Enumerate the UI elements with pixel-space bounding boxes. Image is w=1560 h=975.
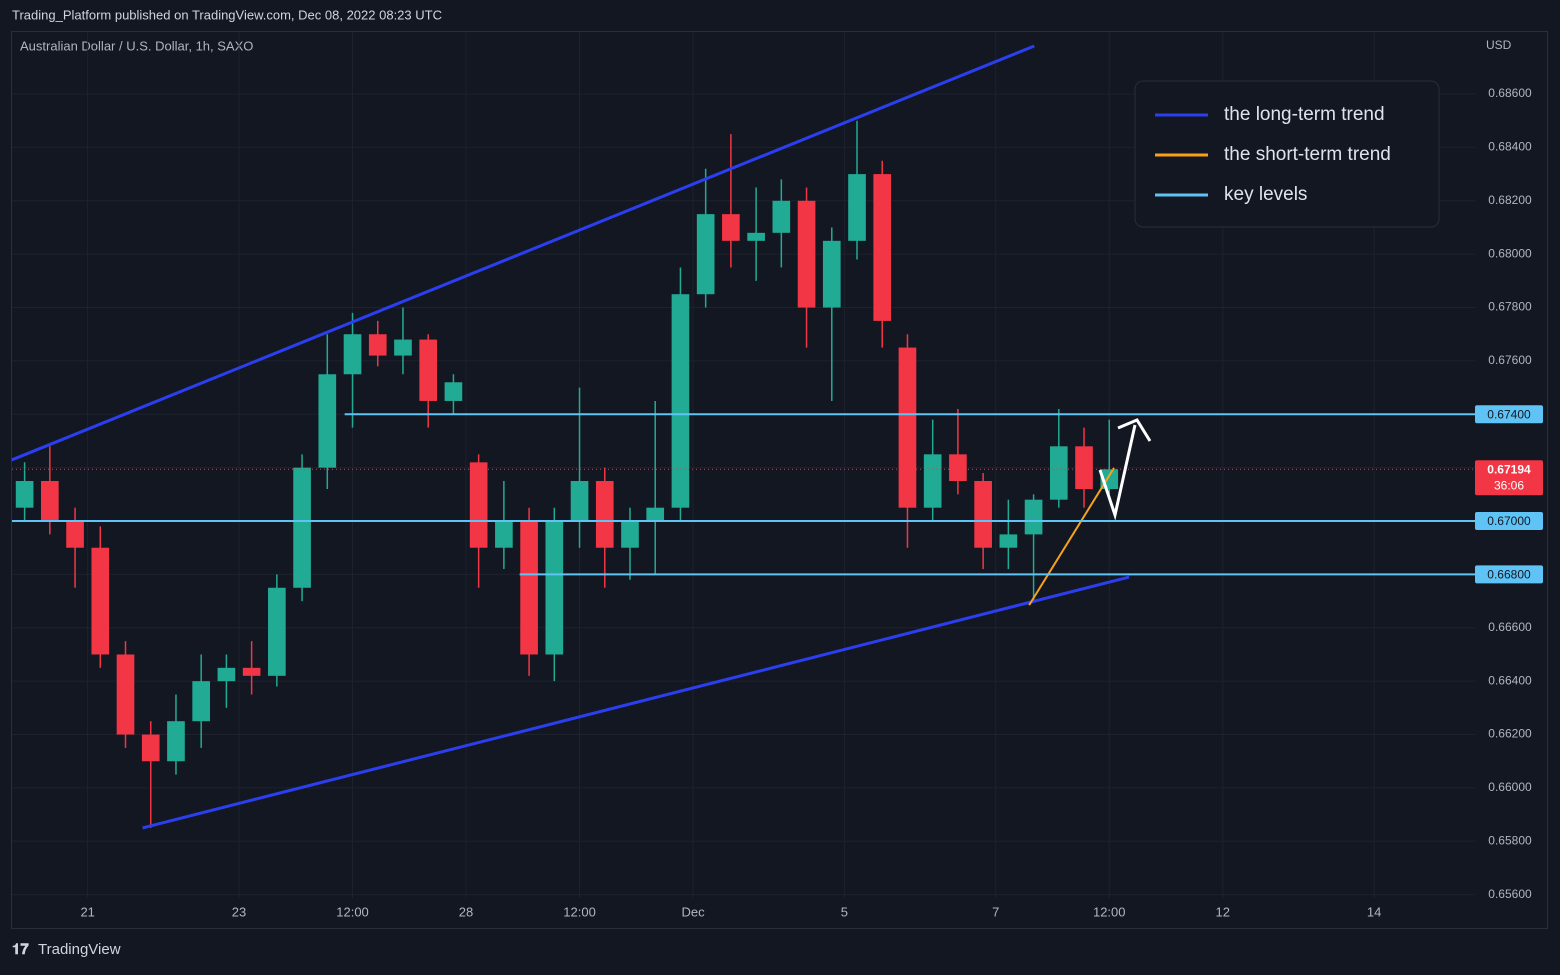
candle-body [242,667,261,676]
candle-body [949,454,967,482]
footer-brand: TradingView [38,941,121,958]
plot: 0.65600 0.65800 0.66000 0.66200 0.66400 0.666… [11,32,1543,919]
x-tick-label: 12:00 [336,904,369,919]
candle-body [1075,446,1093,490]
candle-body [293,467,311,588]
y-tick-label: 0.67800 [1488,300,1532,314]
legend-label: the short-term trend [1224,144,1391,165]
key-level-label: 0.67000 [1487,514,1531,528]
candle-body [595,481,614,548]
candle-body [545,521,564,655]
candle-body [696,214,715,295]
key-level-label: 0.66800 [1487,568,1531,582]
countdown: 36:06 [1494,478,1524,492]
candle-body [444,382,463,401]
trend-line [1028,467,1115,606]
y-tick-label: 0.65800 [1488,833,1532,847]
key-level-tag [1475,512,1543,531]
forecast-arrow [1098,424,1137,521]
symbol-title: Australian Dollar / U.S. Dollar, 1h, SAX… [20,38,253,53]
legend-box [1134,80,1440,228]
legend-label: key levels [1224,184,1307,205]
y-tick-label: 0.68400 [1488,140,1532,154]
candle-body [419,339,438,401]
candle-body [66,521,84,548]
y-tick-label: 0.68200 [1488,193,1532,207]
candle-body [848,174,866,241]
candle-body [116,654,135,735]
x-tick-label: 12:00 [1093,904,1126,919]
chart-frame [11,31,1548,929]
y-tick-label: 0.67600 [1488,353,1532,367]
candle-body [167,721,185,762]
x-tick-label: 12:00 [563,904,596,919]
candle-body [747,232,765,241]
candle-body [570,481,589,522]
x-tick-label: 5 [841,904,848,919]
candle-body [772,200,791,233]
y-tick-label: 0.68600 [1488,86,1532,100]
last-price-tag [1475,460,1543,496]
x-tick-label: 21 [80,904,94,919]
candle-body [974,481,992,548]
candle-body [520,521,538,655]
candle-body [923,454,942,508]
candle-body [217,667,236,682]
candle-body [898,347,917,508]
key-level-tag [1475,405,1543,424]
candle-body [41,481,59,522]
key-level-tag [1475,565,1543,584]
x-tick-label: 12 [1216,904,1230,919]
candle-body [368,334,387,356]
legend-label: the long-term trend [1224,104,1385,125]
y-tick-label: 0.66200 [1488,727,1532,741]
x-tick-label: 23 [232,904,246,919]
x-tick-label: 28 [459,904,473,919]
x-tick-label: 7 [992,904,999,919]
candle-body [495,521,513,548]
candle-body [621,521,639,548]
candle-body [343,334,362,375]
currency: USD [1486,38,1512,52]
candle-body [394,339,412,356]
x-tick-label: 14 [1367,904,1381,919]
trend-line [11,44,1035,462]
published-note: Trading_Platform published on TradingVie… [12,7,442,22]
candle-body [469,462,488,548]
candle-body [999,534,1018,548]
candle-body [91,547,110,655]
candle-body [797,200,816,308]
y-tick-label: 0.65600 [1488,887,1532,901]
x-tick-label: Dec [681,904,705,919]
candle-body [671,294,690,508]
candle-body [141,734,160,762]
y-tick-label: 0.66400 [1488,673,1532,687]
candle-body [1024,499,1043,535]
candle-body [722,214,740,241]
logo-mark: 𝟏𝟕 [12,941,29,958]
y-tick-label: 0.66000 [1488,780,1532,794]
candle-body [1049,446,1068,500]
legend: the long-term trend the short-term trend k… [1155,104,1391,205]
candle-body [268,587,286,676]
y-tick-label: 0.66600 [1488,620,1532,634]
candle-body [192,681,211,722]
candle-body [822,240,841,308]
candle-body [646,507,665,522]
forecast-arrow-head [1117,418,1152,442]
candle-body [15,481,34,508]
candle-body [873,174,892,321]
key-level-label: 0.67400 [1487,407,1531,421]
footer-logo: 𝟏𝟕 [12,941,29,958]
trend-line [142,575,1130,830]
y-tick-label: 0.68000 [1488,246,1532,260]
candle-body [318,374,337,468]
last-price-label: 0.67194 [1487,462,1531,476]
